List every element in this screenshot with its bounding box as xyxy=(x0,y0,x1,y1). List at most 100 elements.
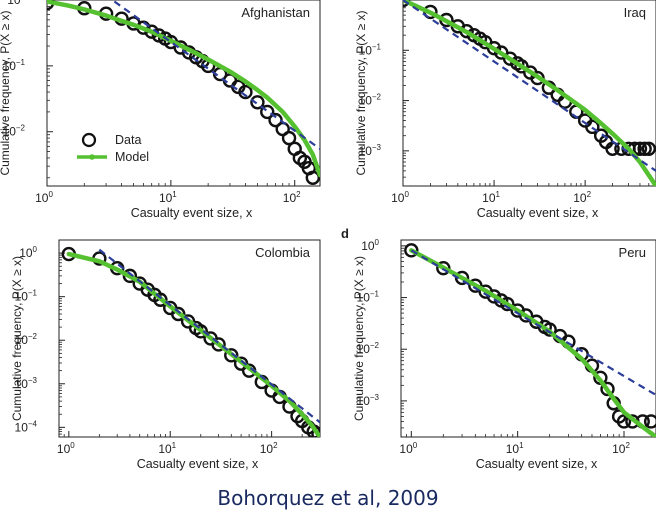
powerlaw-fit-line xyxy=(98,248,320,424)
legend-data-label: Data xyxy=(115,133,141,147)
plot-area xyxy=(61,246,320,437)
panel-title: Iraq xyxy=(624,5,646,20)
x-tick-label: 100 xyxy=(399,441,417,456)
panel-title: Colombia xyxy=(255,245,311,260)
data-point xyxy=(600,381,615,397)
plot-frame xyxy=(58,239,321,438)
y-tick-exponent: −2 xyxy=(16,124,26,133)
data-point xyxy=(502,51,518,66)
legend: Data Model xyxy=(77,132,149,164)
x-axis-label: Casualty event size, x xyxy=(476,457,598,471)
y-axis-label: Cumulative frequency, P(X ≥ x) xyxy=(10,256,24,421)
plot-frame xyxy=(402,0,656,187)
y-tick-label: 100 xyxy=(7,0,25,7)
y-tick-exponent: −1 xyxy=(372,42,382,51)
x-tick-label: 101 xyxy=(159,190,177,205)
data-point xyxy=(224,348,239,363)
x-tick-exponent: 0 xyxy=(48,190,53,199)
y-tick-exponent: −1 xyxy=(370,290,380,299)
data-point xyxy=(500,296,515,312)
data-point xyxy=(643,414,656,429)
x-tick-label: 102 xyxy=(260,441,278,456)
y-tick-exponent: −2 xyxy=(370,341,380,350)
data-point xyxy=(404,243,419,258)
x-tick-label: 101 xyxy=(506,441,524,456)
data-point xyxy=(468,278,483,293)
y-tick-exponent: −3 xyxy=(28,376,38,385)
data-point xyxy=(260,104,275,120)
x-axis-label: Casualty event size, x xyxy=(477,206,599,220)
x-axis-label: Casualty event size, x xyxy=(137,457,259,471)
x-tick-label: 102 xyxy=(573,190,591,205)
x-tick-exponent: 1 xyxy=(172,441,177,450)
y-tick-exponent: −3 xyxy=(372,143,382,152)
model-curve xyxy=(47,0,320,178)
x-tick-label: 102 xyxy=(283,190,301,205)
data-point xyxy=(632,141,648,156)
x-tick-label: 101 xyxy=(158,441,176,456)
y-axis-label: Cumulative frequency, P(X ≥ x) xyxy=(0,10,12,175)
plot-frame xyxy=(400,239,656,438)
data-point xyxy=(238,84,253,100)
data-point xyxy=(250,95,265,110)
data-point xyxy=(305,170,320,185)
data-point xyxy=(585,119,600,135)
plot-area xyxy=(47,0,320,185)
data-point xyxy=(171,306,186,322)
x-tick-exponent: 2 xyxy=(296,190,301,199)
panel-letter: d xyxy=(341,226,349,241)
x-tick-label: 100 xyxy=(57,441,75,456)
data-point xyxy=(122,268,138,284)
powerlaw-fit-line xyxy=(403,0,656,172)
data-point xyxy=(193,324,208,339)
x-tick-label: 102 xyxy=(612,441,630,456)
data-point xyxy=(436,260,451,276)
model-curve xyxy=(66,251,320,437)
y-axis-label: Cumulative frequency, P(X ≥ x) xyxy=(352,256,366,421)
y-tick-exponent: −2 xyxy=(28,332,38,341)
panel-title: Peru xyxy=(619,245,646,260)
y-tick-exponent: −2 xyxy=(372,93,382,102)
x-tick-label: 101 xyxy=(482,190,500,205)
x-tick-label: 100 xyxy=(391,190,409,205)
x-tick-exponent: 1 xyxy=(519,441,524,450)
legend-model-label: Model xyxy=(115,150,149,164)
y-tick-exponent: −1 xyxy=(28,289,38,298)
figure-caption: Bohorquez et al, 2009 xyxy=(217,486,439,510)
x-tick-label: 100 xyxy=(35,190,53,205)
x-tick-exponent: 0 xyxy=(413,441,418,450)
x-tick-exponent: 2 xyxy=(273,441,278,450)
y-tick-label: 100 xyxy=(361,238,379,253)
data-point xyxy=(616,414,632,429)
y-tick-exponent: −4 xyxy=(28,419,38,428)
legend-model-dot xyxy=(89,154,95,160)
data-point xyxy=(486,41,502,56)
x-tick-exponent: 1 xyxy=(496,190,501,199)
model-curve xyxy=(409,248,656,437)
x-tick-exponent: 2 xyxy=(625,441,630,450)
plot-frame xyxy=(46,0,321,187)
x-axis-label: Casualty event size, x xyxy=(131,206,253,220)
y-tick-exponent: −3 xyxy=(370,393,380,402)
powerlaw-fit-line xyxy=(113,0,320,150)
y-tick-exponent: −1 xyxy=(16,58,26,67)
x-tick-exponent: 0 xyxy=(404,190,409,199)
panel-title: Afghanistan xyxy=(241,5,310,20)
data-point xyxy=(637,141,652,156)
y-tick-exponent: 0 xyxy=(21,0,26,1)
x-tick-exponent: 0 xyxy=(70,441,75,450)
y-tick-exponent: 0 xyxy=(375,238,380,247)
x-tick-exponent: 1 xyxy=(172,190,177,199)
data-point xyxy=(211,337,226,352)
data-point xyxy=(153,292,168,307)
model-curve xyxy=(403,0,656,186)
data-point xyxy=(311,426,320,437)
x-tick-exponent: 2 xyxy=(587,190,592,199)
data-point xyxy=(641,141,656,156)
plot-area xyxy=(404,243,656,437)
